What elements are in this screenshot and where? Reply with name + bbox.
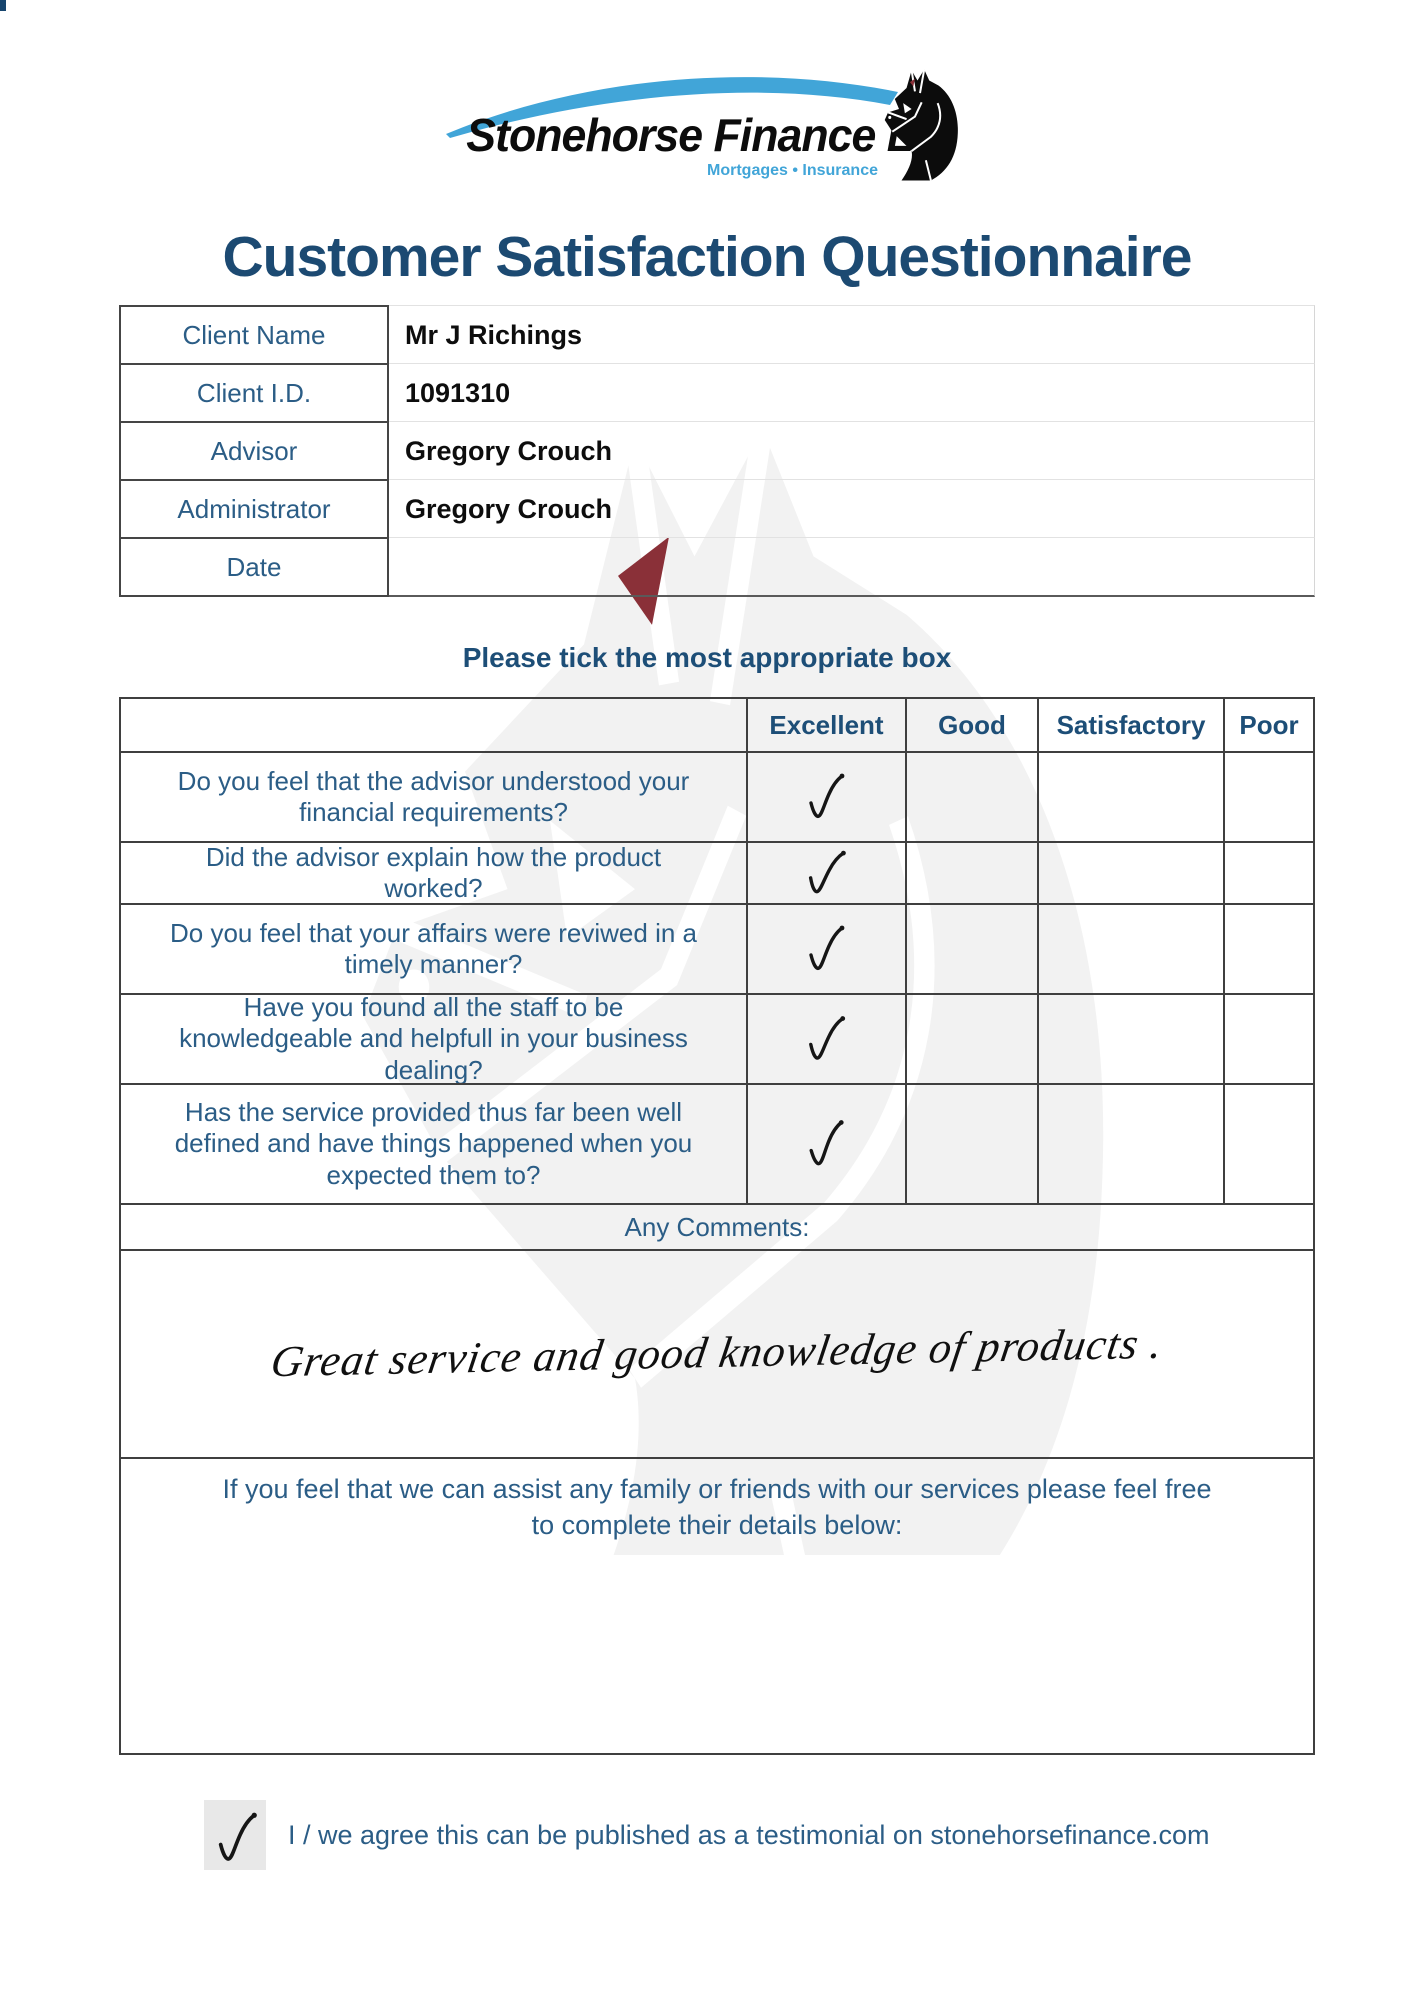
answer-cell-poor[interactable] xyxy=(1223,993,1313,1083)
answer-cell-good[interactable] xyxy=(905,1083,1037,1203)
question-text: Do you feel that your affairs were reviw… xyxy=(121,903,746,993)
column-header-good: Good xyxy=(905,699,1037,751)
date-value-field[interactable] xyxy=(389,537,1315,597)
client-id-label: Client I.D. xyxy=(119,363,389,423)
answer-cell-excellent[interactable] xyxy=(746,903,905,993)
tick-icon xyxy=(800,1115,854,1173)
question-text: Have you found all the staff to be knowl… xyxy=(121,992,746,1085)
client-info-row: Client I.D. 1091310 xyxy=(119,363,1315,423)
company-name: Stonehorse Finance Ltd xyxy=(466,109,954,161)
company-logo: Stonehorse Finance Ltd Mortgages • Insur… xyxy=(430,50,990,200)
advisor-label: Advisor xyxy=(119,421,389,481)
answer-cell-good[interactable] xyxy=(905,993,1037,1083)
answer-cell-satisfactory[interactable] xyxy=(1037,993,1223,1083)
column-header-poor: Poor xyxy=(1223,699,1313,751)
page-title: Customer Satisfaction Questionnaire xyxy=(222,225,1192,289)
comments-area[interactable]: Great service and good knowledge of prod… xyxy=(119,1247,1315,1459)
testimonial-agreement: I / we agree this can be published as a … xyxy=(204,1796,1304,1876)
agreement-checkbox[interactable] xyxy=(204,1800,266,1870)
answer-cell-excellent[interactable] xyxy=(746,993,905,1083)
answer-cell-excellent[interactable] xyxy=(746,1083,905,1203)
answer-cell-good[interactable] xyxy=(905,751,1037,841)
client-info-row: Date xyxy=(119,537,1315,597)
client-id-value: 1091310 xyxy=(389,363,1315,423)
question-text: Did the advisor explain how the product … xyxy=(121,841,746,903)
client-name-value: Mr J Richings xyxy=(389,305,1315,365)
answer-cell-satisfactory[interactable] xyxy=(1037,1083,1223,1203)
scan-artifact-mark xyxy=(0,0,6,11)
administrator-value: Gregory Crouch xyxy=(389,479,1315,539)
administrator-label: Administrator xyxy=(119,479,389,539)
date-label: Date xyxy=(119,537,389,597)
answer-cell-excellent[interactable] xyxy=(746,841,905,903)
answer-cell-good[interactable] xyxy=(905,903,1037,993)
answer-cell-poor[interactable] xyxy=(1223,903,1313,993)
answer-cell-good[interactable] xyxy=(905,841,1037,903)
referral-section: If you feel that we can assist any famil… xyxy=(119,1457,1315,1557)
client-name-label: Client Name xyxy=(119,305,389,365)
tick-icon xyxy=(801,921,853,977)
tick-icon xyxy=(799,843,855,902)
answer-cell-excellent[interactable] xyxy=(746,751,905,841)
client-info-table: Client Name Mr J Richings Client I.D. 10… xyxy=(119,305,1315,597)
any-comments-label: Any Comments: xyxy=(121,1203,1313,1249)
answer-cell-poor[interactable] xyxy=(1223,1083,1313,1203)
column-header-satisfactory: Satisfactory xyxy=(1037,699,1223,751)
handwritten-comment: Great service and good knowledge of prod… xyxy=(267,1318,1167,1386)
logo-swoosh-icon xyxy=(446,77,898,138)
question-text: Has the service provided thus far been w… xyxy=(121,1083,746,1203)
survey-corner-cell xyxy=(121,699,746,751)
agreement-text: I / we agree this can be published as a … xyxy=(288,1820,1210,1850)
answer-cell-poor[interactable] xyxy=(1223,751,1313,841)
horse-logo-icon xyxy=(878,64,962,186)
referral-details-area[interactable] xyxy=(119,1555,1315,1755)
company-tagline: Mortgages • Insurance xyxy=(707,162,878,179)
answer-cell-satisfactory[interactable] xyxy=(1037,903,1223,993)
answer-cell-satisfactory[interactable] xyxy=(1037,751,1223,841)
tick-icon xyxy=(212,1794,264,1882)
answer-cell-poor[interactable] xyxy=(1223,841,1313,903)
tick-icon xyxy=(800,1010,854,1068)
tick-icon xyxy=(801,769,853,825)
answer-cell-satisfactory[interactable] xyxy=(1037,841,1223,903)
client-info-row: Client Name Mr J Richings xyxy=(119,305,1315,365)
question-text: Do you feel that the advisor understood … xyxy=(121,751,746,841)
client-info-row: Advisor Gregory Crouch xyxy=(119,421,1315,481)
referral-text: If you feel that we can assist any famil… xyxy=(222,1473,1212,1540)
advisor-value: Gregory Crouch xyxy=(389,421,1315,481)
tick-instruction: Please tick the most appropriate box xyxy=(462,642,952,673)
column-header-excellent: Excellent xyxy=(746,699,905,751)
client-info-row: Administrator Gregory Crouch xyxy=(119,479,1315,539)
survey-table: Excellent Good Satisfactory Poor Do you … xyxy=(119,697,1315,1251)
